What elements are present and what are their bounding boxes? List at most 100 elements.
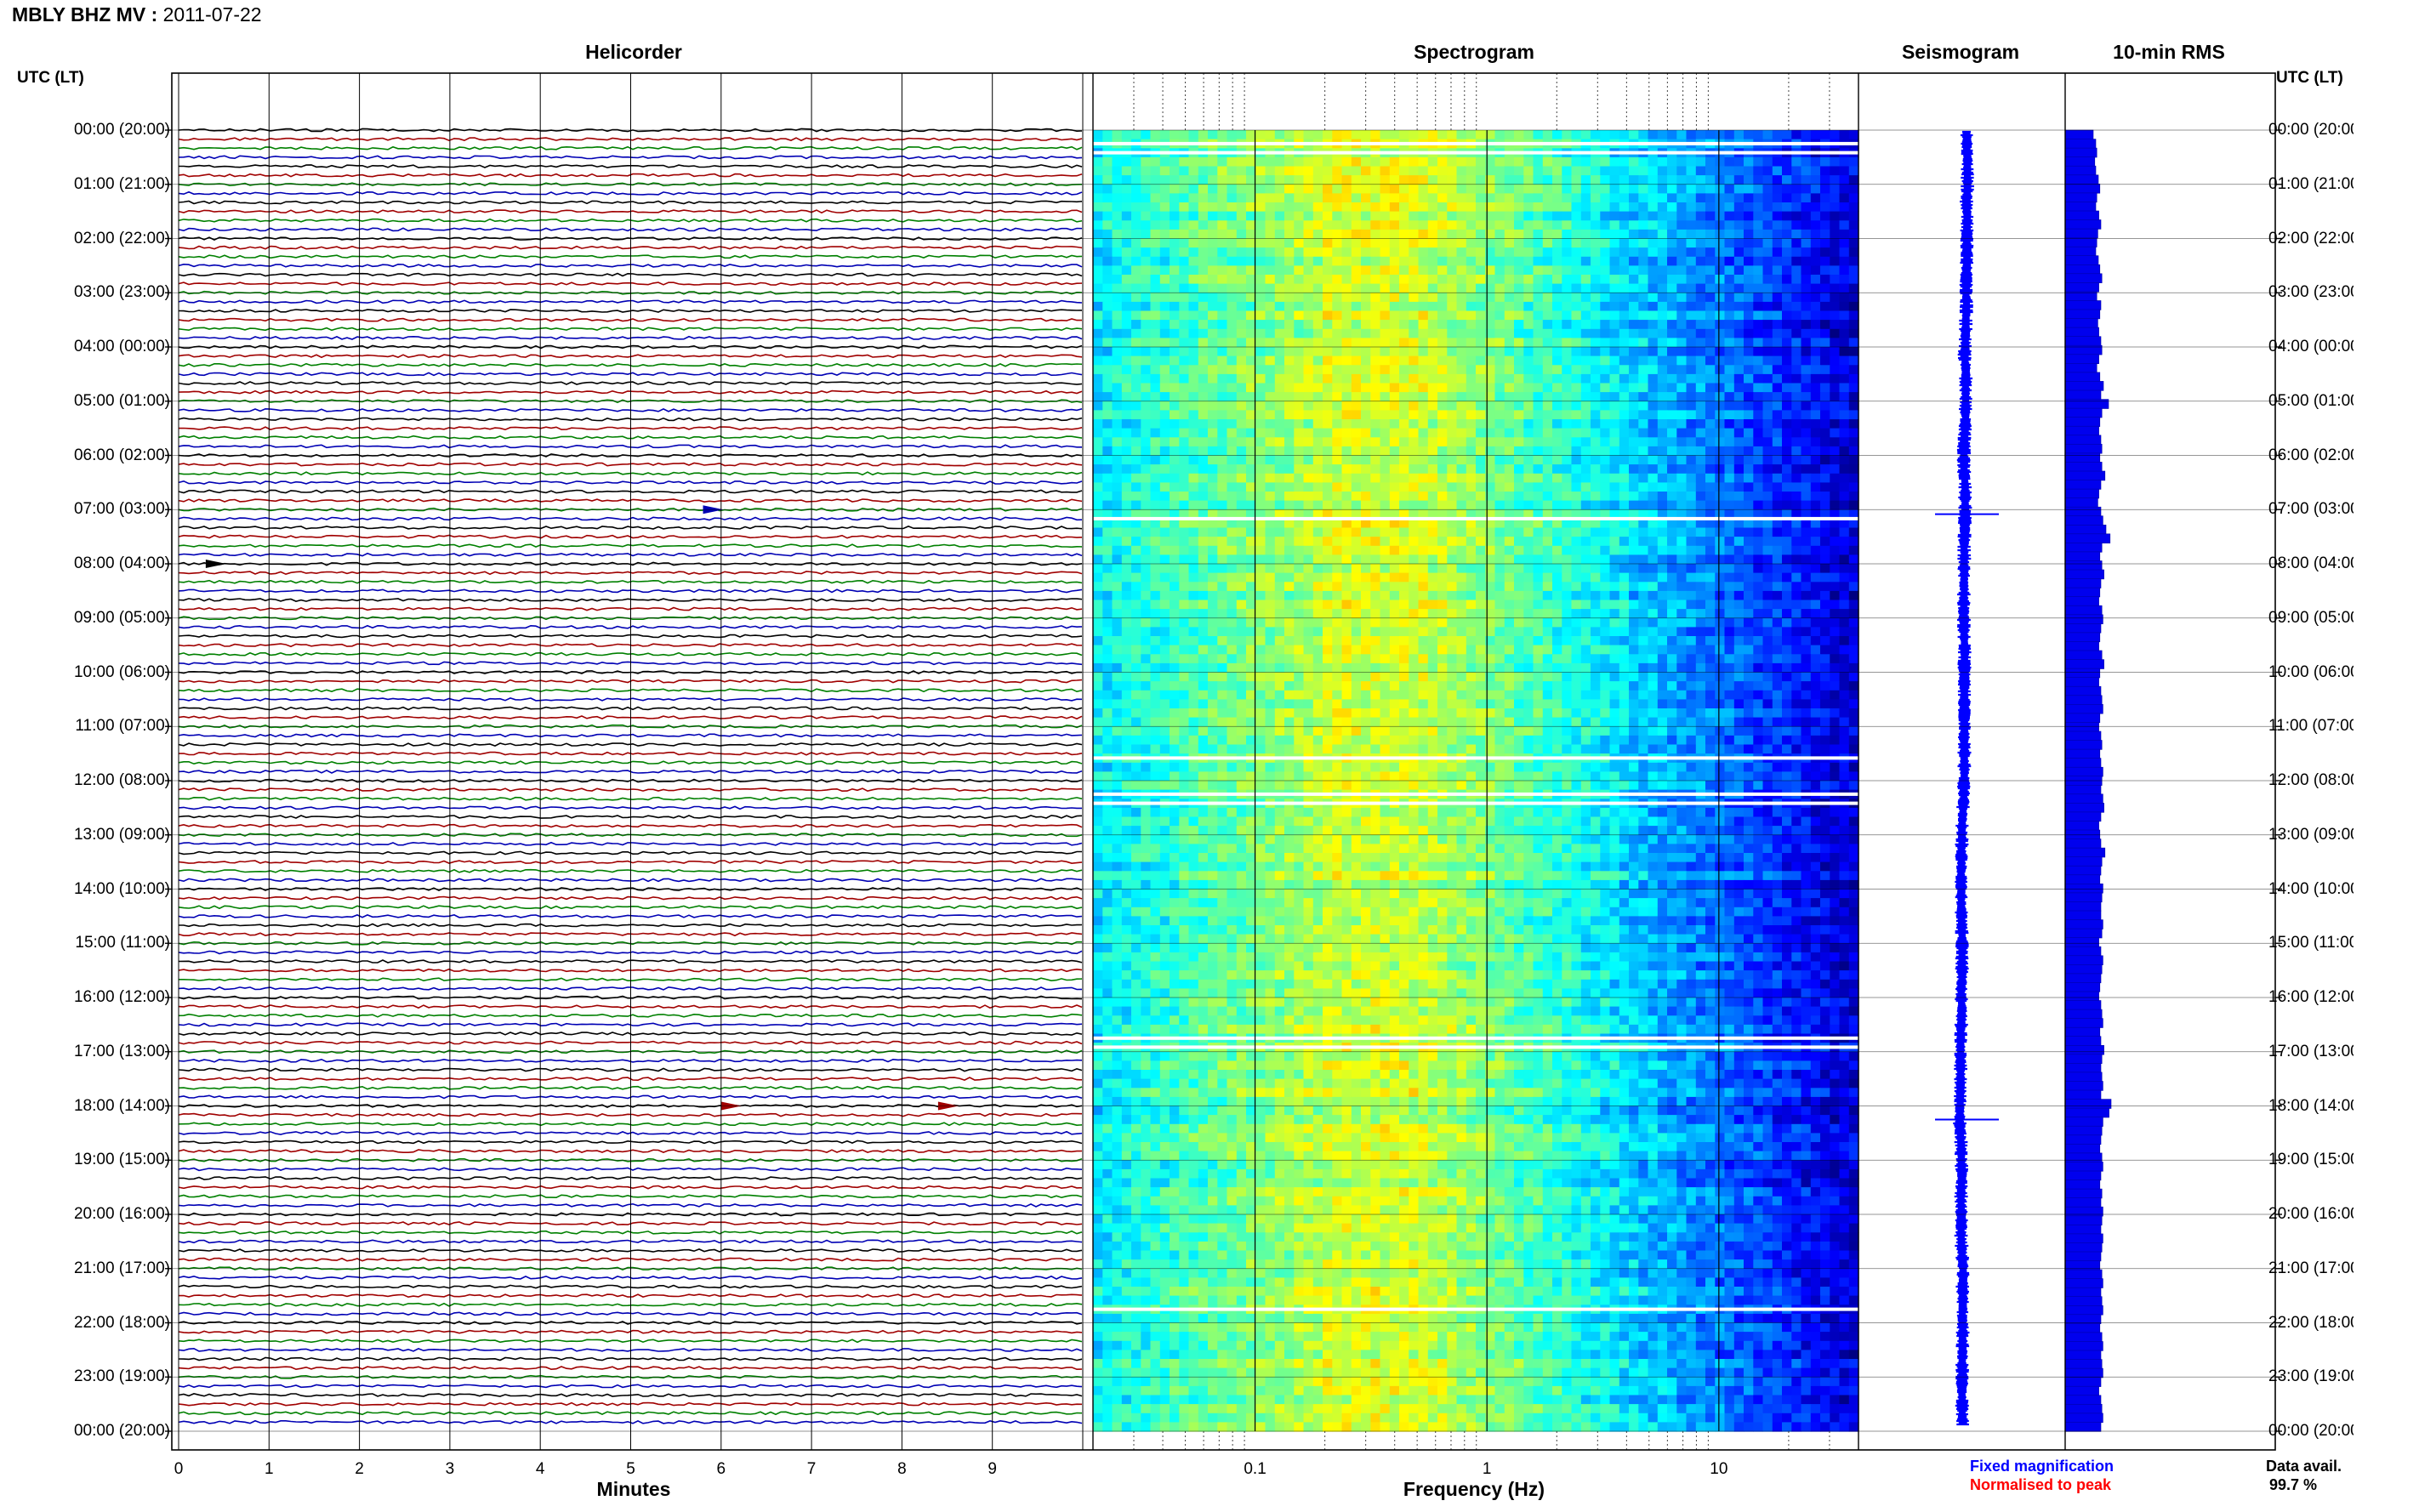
spectrogram-cell [1638, 492, 1649, 502]
spectrogram-cell [1552, 193, 1562, 203]
spectrogram-cell [1093, 175, 1103, 185]
spectrogram-cell [1724, 256, 1735, 266]
spectrogram-cell [1839, 328, 1850, 338]
spectrogram-cell [1284, 229, 1295, 240]
spectrogram-cell [1676, 275, 1688, 285]
spectrogram-cell [1246, 617, 1256, 628]
spectrogram-cell [1494, 256, 1505, 266]
spectrogram-cell [1476, 373, 1486, 384]
spectrogram-cell [1447, 428, 1458, 438]
spectrogram-cell [1112, 672, 1123, 682]
spectrogram-cell [1121, 690, 1132, 700]
spectrogram-cell [1791, 166, 1802, 176]
spectrogram-cell [1399, 500, 1409, 510]
spectrogram-cell [1629, 392, 1639, 402]
spectrogram-cell [1839, 482, 1850, 492]
spectrogram-cell [1265, 527, 1276, 537]
spectrogram-cell [1418, 446, 1429, 457]
spectrogram-cell [1236, 202, 1247, 213]
spectrogram-cell [1274, 554, 1285, 565]
spectrogram-cell [1294, 600, 1305, 610]
spectrogram-cell [1619, 509, 1630, 520]
spectrogram-cell [1733, 645, 1745, 655]
spectrogram-cell [1255, 238, 1266, 248]
spectrogram-cell [1380, 220, 1391, 230]
spectrogram-cell [1246, 645, 1256, 655]
spectrogram-cell [1255, 156, 1266, 168]
spectrogram-cell [1141, 617, 1152, 628]
spectrogram-cell [1323, 293, 1333, 303]
spectrogram-cell [1782, 545, 1792, 555]
spectrogram-cell [1562, 518, 1573, 529]
spectrogram-cell [1638, 275, 1649, 285]
spectrogram-cell [1542, 492, 1553, 502]
spectrogram-cell [1848, 492, 1859, 502]
spectrogram-cell [1265, 383, 1276, 393]
spectrogram-cell [1533, 365, 1544, 375]
spectrogram-cell [1323, 564, 1333, 574]
spectrogram-cell [1236, 446, 1247, 457]
spectrogram-cell [1494, 347, 1505, 357]
spectrogram-cell [1370, 482, 1381, 492]
spectrogram-cell [1562, 193, 1573, 203]
spectrogram-cell [1657, 373, 1668, 384]
spectrogram-cell [1284, 247, 1295, 258]
spectrogram-cell [1217, 500, 1228, 510]
spectrogram-cell [1648, 419, 1659, 429]
spectrogram-cell [1179, 275, 1190, 285]
spectrogram-cell [1782, 582, 1792, 592]
spectrogram-cell [1724, 328, 1735, 338]
spectrogram-cell [1667, 627, 1677, 637]
spectrogram-cell [1504, 229, 1515, 240]
spectrogram-cell [1265, 446, 1276, 457]
spectrogram-cell [1820, 211, 1830, 221]
spectrogram-cell [1141, 410, 1152, 420]
spectrogram-cell [1705, 211, 1716, 221]
spectrogram-cell [1600, 166, 1611, 176]
spectrogram-cell [1437, 365, 1448, 375]
spectrogram-cell [1217, 247, 1228, 258]
spectrogram-cell [1523, 401, 1534, 411]
spectrogram-cell [1848, 609, 1859, 619]
spectrogram-cell [1112, 537, 1123, 547]
spectrogram-cell [1686, 265, 1697, 276]
spectrogram-cell [1562, 464, 1573, 475]
spectrogram-cell [1504, 419, 1515, 429]
spectrogram-cell [1150, 275, 1161, 285]
spectrogram-cell [1227, 645, 1238, 655]
spectrogram-cell [1198, 419, 1209, 429]
spectrogram-cell [1351, 220, 1362, 230]
spectrogram-cell [1494, 617, 1505, 628]
spectrogram-cell [1409, 265, 1420, 276]
spectrogram-cell [1427, 293, 1438, 303]
spectrogram-cell [1198, 654, 1209, 664]
spectrogram-cell [1380, 464, 1391, 475]
spectrogram-cell [1514, 582, 1524, 592]
spectrogram-cell [1695, 572, 1706, 583]
spectrogram-cell [1159, 229, 1170, 240]
spectrogram-cell [1141, 275, 1152, 285]
spectrogram-cell [1648, 365, 1659, 375]
spectrogram-cell [1294, 500, 1305, 510]
spectrogram-cell [1121, 328, 1132, 338]
spectrogram-cell [1409, 617, 1420, 628]
spectrogram-cell [1686, 275, 1697, 285]
spectrogram-cell [1370, 464, 1381, 475]
spectrogram-cell [1733, 554, 1745, 565]
spectrogram-cell [1274, 464, 1285, 475]
spectrogram-cell [1542, 473, 1553, 483]
spectrogram-cell [1227, 229, 1238, 240]
spectrogram-cell [1112, 572, 1123, 583]
spectrogram-cell [1533, 582, 1544, 592]
spectrogram-cell [1370, 338, 1381, 348]
spectrogram-cell [1093, 156, 1103, 168]
spectrogram-cell [1294, 627, 1305, 637]
spectrogram-cell [1246, 355, 1256, 366]
spectrogram-cell [1112, 473, 1123, 483]
spectrogram-cell [1772, 166, 1783, 176]
spectrogram-cell [1294, 301, 1305, 312]
spectrogram-cell [1150, 410, 1161, 420]
spectrogram-cell [1236, 537, 1247, 547]
spectrogram-cell [1830, 130, 1841, 140]
spectrogram-cell [1744, 293, 1754, 303]
